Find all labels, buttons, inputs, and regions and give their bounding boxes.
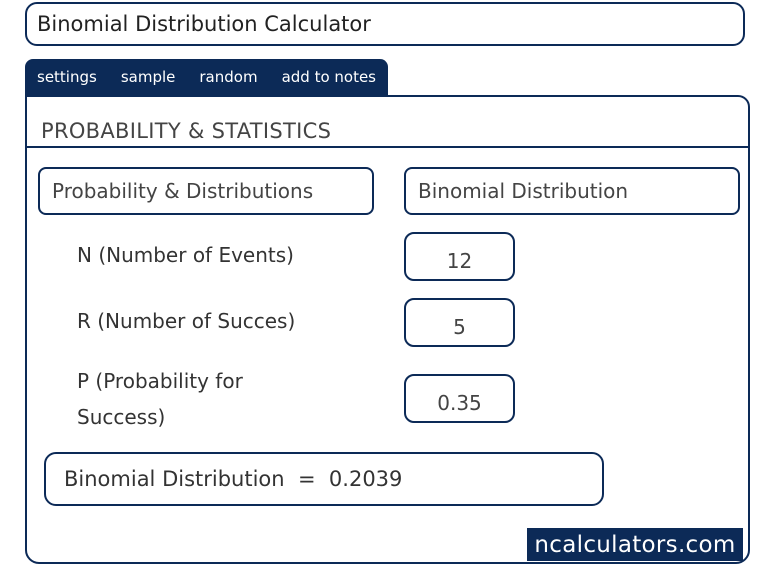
calculator-title-bar: Binomial Distribution Calculator bbox=[25, 2, 745, 46]
calculator-select[interactable]: Binomial Distribution bbox=[404, 167, 740, 215]
p-input[interactable]: 0.35 bbox=[404, 374, 515, 423]
brand-logo[interactable]: ncalculators.com bbox=[527, 528, 743, 561]
result-value: 0.2039 bbox=[328, 467, 403, 491]
r-field-label: R (Number of Succes) bbox=[77, 309, 296, 333]
category-select[interactable]: Probability & Distributions bbox=[38, 167, 374, 215]
result-equals: = bbox=[297, 467, 316, 491]
tab-add-to-notes[interactable]: add to notes bbox=[281, 68, 377, 86]
p-field-label-line1: P (Probability for bbox=[77, 369, 243, 393]
r-input[interactable]: 5 bbox=[404, 298, 515, 347]
calculator-panel: PROBABILITY & STATISTICS Probability & D… bbox=[25, 95, 750, 564]
tab-random[interactable]: random bbox=[199, 68, 258, 86]
n-input[interactable]: 12 bbox=[404, 232, 515, 281]
section-title: PROBABILITY & STATISTICS bbox=[41, 119, 332, 143]
p-field-label-line2: Success) bbox=[77, 405, 166, 429]
calculator-title: Binomial Distribution Calculator bbox=[37, 12, 371, 36]
tab-sample[interactable]: sample bbox=[120, 68, 176, 86]
n-field-label: N (Number of Events) bbox=[77, 243, 294, 267]
tab-settings[interactable]: settings bbox=[37, 68, 97, 86]
result-box: Binomial Distribution = 0.2039 bbox=[44, 452, 604, 506]
section-divider bbox=[27, 146, 748, 148]
result-label: Binomial Distribution bbox=[64, 467, 285, 491]
tab-bar: settings sample random add to notes bbox=[25, 59, 389, 95]
